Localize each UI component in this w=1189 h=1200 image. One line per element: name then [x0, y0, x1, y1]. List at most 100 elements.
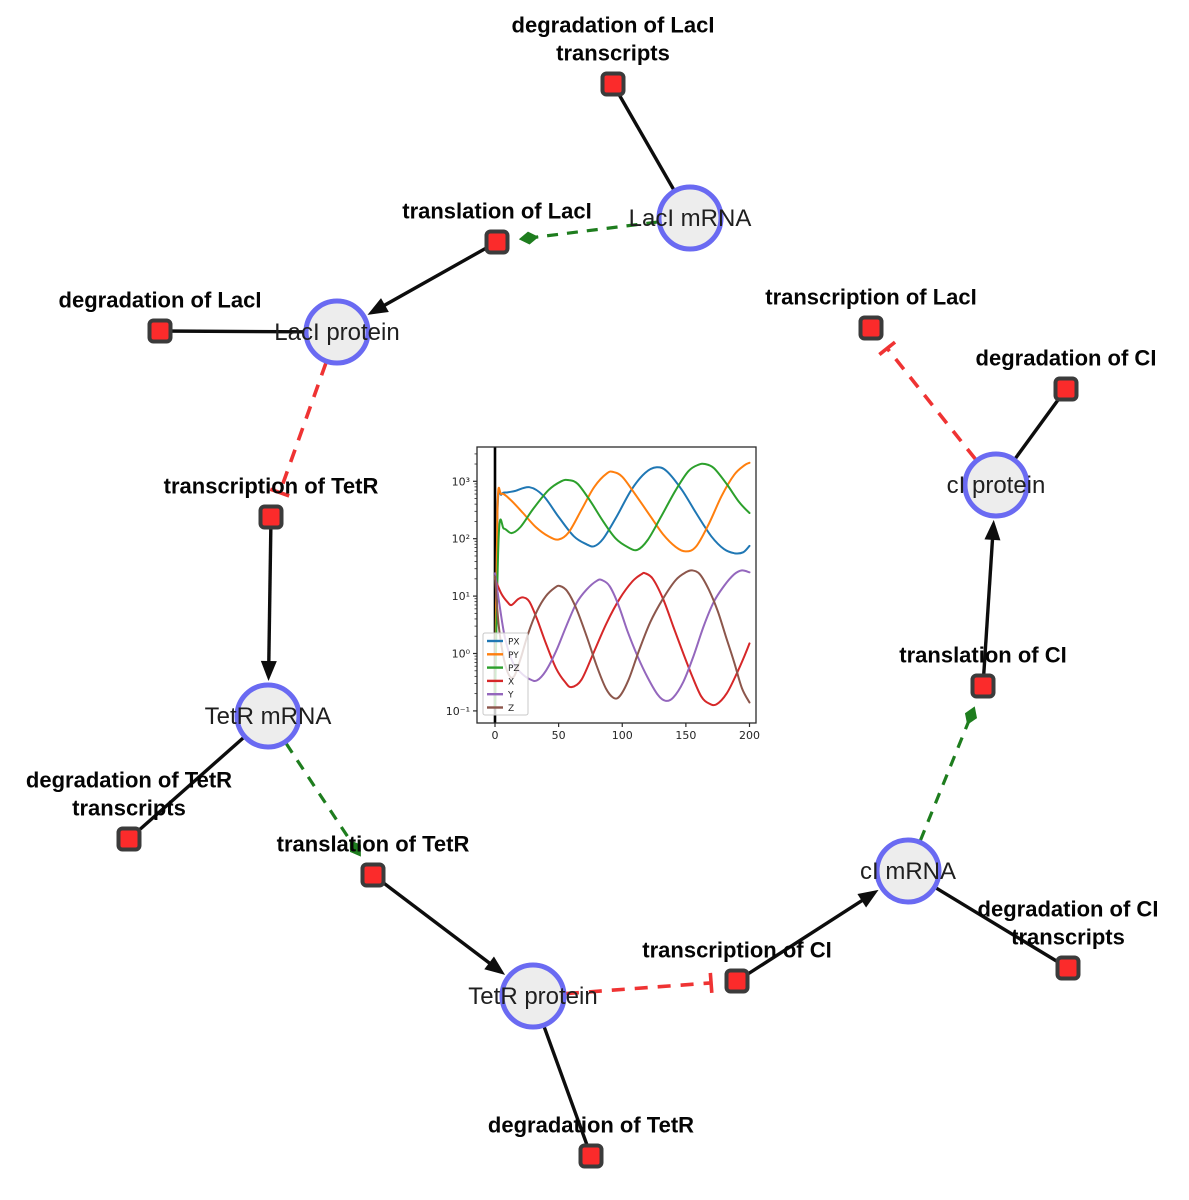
reaction-label-txn_laci-line1: transcription of LacI — [765, 285, 976, 310]
activation-diamond-icon — [964, 706, 978, 725]
reaction-label-txn_ci-line1: transcription of CI — [642, 938, 831, 963]
reaction-node-txn_laci[interactable] — [858, 315, 884, 341]
species-node-tetr_mrna[interactable] — [234, 682, 302, 750]
labels-layer: LacI mRNA LacI protein TetR mRNA TetR prote… — [26, 13, 1159, 1138]
reaction-label-deg_ci_tx-line1: degradation of CI — [978, 897, 1159, 922]
edge-product-txn_ci-ci_mrna — [736, 889, 879, 983]
reaction-label-deg_tetr_tx-line2: transcripts — [72, 796, 186, 821]
product-edge-line — [380, 240, 498, 309]
species-node-ci_mrna[interactable] — [874, 837, 942, 905]
legend-label-PY: PY — [508, 651, 519, 661]
reaction-node-txn_ci[interactable] — [724, 968, 750, 994]
activation-edge-line — [918, 715, 973, 842]
edges-layer — [127, 83, 1069, 1157]
series-curve-PY — [494, 461, 751, 708]
reaction-node-deg_laci_tx[interactable] — [600, 71, 626, 97]
y-tick-label: 10¹ — [452, 590, 470, 603]
y-tick-label: 10⁰ — [452, 648, 471, 661]
x-tick-label: 100 — [612, 729, 633, 742]
reaction-label-deg_ci_tx-line2: transcripts — [1011, 925, 1125, 950]
x-tick-label: 150 — [675, 729, 696, 742]
edge-inhibition-ci_protein-txn_laci — [878, 340, 977, 461]
timeseries-plot: Time Value 05010015020010⁻¹10⁰10¹10²10³P… — [417, 435, 776, 786]
reaction-label-txn_tetr-line1: transcription of TetR — [164, 474, 379, 499]
reaction-label-transl_ci-line1: translation of CI — [899, 643, 1066, 668]
edge-reactant-laci_mrna-deg_laci_tx — [611, 83, 676, 191]
activation-diamond-icon — [518, 231, 539, 245]
series-curve-PX — [494, 466, 751, 708]
y-tick-label: 10² — [452, 533, 470, 546]
reaction-label-deg_laci-line1: degradation of LacI — [59, 288, 262, 313]
species-node-laci_protein[interactable] — [303, 298, 371, 366]
reaction-node-transl_tetr[interactable] — [360, 862, 386, 888]
x-tick-label: 50 — [552, 729, 566, 742]
inhibition-tee-icon — [708, 972, 714, 994]
species-label-laci_mrna: LacI mRNA — [629, 205, 752, 232]
reaction-node-deg_laci[interactable] — [147, 318, 173, 344]
species-node-laci_mrna[interactable] — [656, 184, 724, 252]
plot-frame — [476, 446, 757, 724]
reaction-node-deg_tetr_tx[interactable] — [116, 826, 142, 852]
edge-product-transl_ci-ci_protein — [981, 519, 1001, 687]
x-tick-label: 0 — [492, 729, 499, 742]
product-arrowhead-icon — [484, 956, 506, 975]
legend-box — [482, 632, 529, 716]
series-curve-X — [494, 571, 751, 707]
inhibition-edge-line — [565, 981, 712, 996]
legend-label-PZ: PZ — [508, 664, 520, 674]
legend-label-Y: Y — [507, 691, 514, 701]
edge-activation-laci_mrna-transl_laci — [518, 220, 658, 245]
edge-activation-ci_mrna-transl_ci — [918, 706, 978, 842]
reaction-label-deg_ci-line1: degradation of CI — [976, 346, 1157, 371]
inhibition-edge-line — [885, 347, 977, 461]
species-label-ci_mrna: cI mRNA — [860, 858, 956, 885]
activation-edge-line — [284, 742, 357, 850]
reactant-edge-line — [127, 736, 245, 841]
species-label-tetr_mrna: TetR mRNA — [205, 703, 332, 730]
legend-label-Z: Z — [508, 704, 514, 714]
edge-inhibition-laci_protein-txn_tetr — [269, 362, 328, 498]
reaction-label-deg_laci_tx-line2: transcripts — [556, 41, 670, 66]
legend-label-PX: PX — [508, 638, 520, 648]
y-tick-label: 10³ — [452, 475, 470, 488]
reaction-node-transl_laci[interactable] — [484, 229, 510, 255]
species-label-tetr_protein: TetR protein — [468, 983, 597, 1010]
activation-diamond-icon — [349, 839, 361, 857]
product-edge-line — [981, 535, 995, 687]
edge-product-transl_laci-laci_protein — [367, 240, 498, 315]
product-arrowhead-icon — [984, 519, 1001, 541]
series-curve-PZ — [494, 462, 751, 708]
legend-label-X: X — [508, 677, 514, 687]
product-arrowhead-icon — [260, 660, 277, 682]
edge-activation-tetr_mrna-transl_tetr — [284, 742, 361, 857]
product-edge-line — [267, 516, 273, 666]
inhibition-tee-icon — [269, 487, 290, 498]
edge-reactant-ci_mrna-deg_ci_tx — [935, 886, 1069, 970]
y-tick-label: 10⁻¹ — [446, 705, 470, 718]
reaction-node-deg_tetr[interactable] — [578, 1143, 604, 1169]
reaction-node-deg_ci[interactable] — [1053, 376, 1079, 402]
reactant-edge-line — [935, 886, 1069, 970]
edge-product-transl_tetr-tetr_protein — [371, 873, 506, 975]
reaction-label-transl_laci-line1: translation of LacI — [402, 199, 591, 224]
reactant-edge-line — [542, 1026, 593, 1157]
reaction-node-transl_ci[interactable] — [970, 673, 996, 699]
series-curve-Y — [494, 569, 751, 702]
edge-inhibition-tetr_protein-txn_ci — [565, 972, 714, 996]
plot-background — [417, 435, 776, 786]
reaction-node-deg_ci_tx[interactable] — [1055, 955, 1081, 981]
edge-reactant-tetr_protein-deg_tetr — [542, 1026, 593, 1157]
activation-edge-line — [528, 220, 658, 240]
species-label-ci_protein: cI protein — [947, 472, 1046, 499]
reaction-label-transl_tetr-line1: translation of TetR — [277, 832, 470, 857]
product-arrowhead-icon — [857, 889, 879, 908]
reaction-label-deg_tetr_tx-line1: degradation of TetR — [26, 768, 232, 793]
species-label-laci_protein: LacI protein — [274, 319, 399, 346]
reaction-node-txn_tetr[interactable] — [258, 504, 284, 530]
species-node-tetr_protein[interactable] — [499, 962, 567, 1030]
inhibition-tee-icon — [878, 340, 897, 356]
edge-reactant-tetr_mrna-deg_tetr_tx — [127, 736, 245, 841]
species-node-ci_protein[interactable] — [962, 451, 1030, 519]
reactant-edge-line — [611, 83, 676, 191]
